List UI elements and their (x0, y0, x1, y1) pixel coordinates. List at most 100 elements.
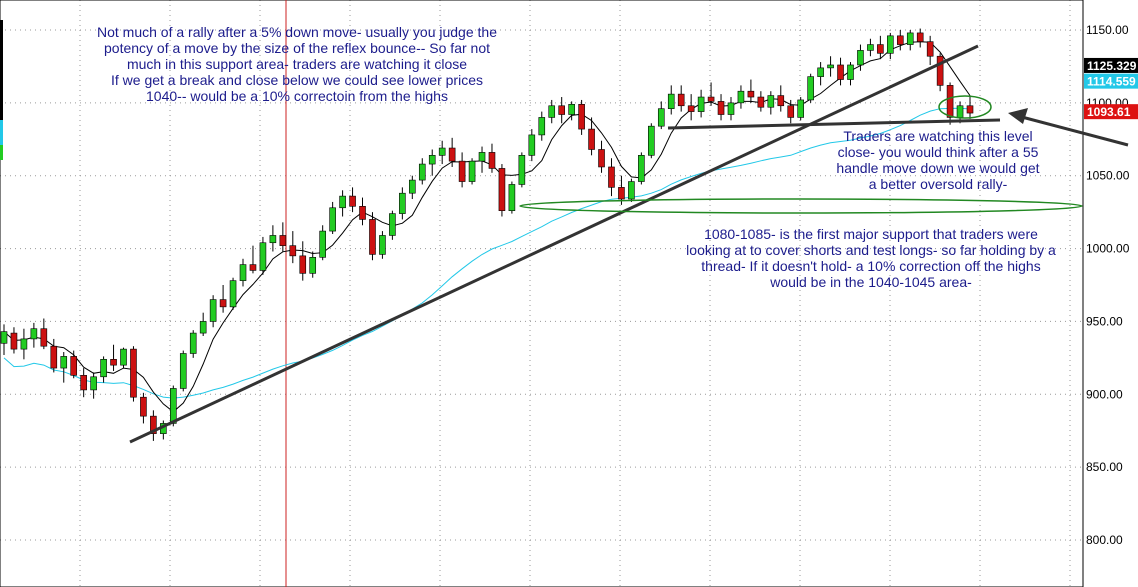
candle-up (269, 235, 277, 244)
support-line (667, 118, 1001, 130)
candle-down (618, 187, 625, 200)
candle-up (807, 76, 814, 101)
candle-up (906, 32, 914, 45)
y-tick-label: 1050.00 (1086, 169, 1130, 183)
candle-up (956, 105, 964, 118)
candle-up (628, 181, 635, 200)
candle-up (259, 242, 267, 271)
candle-up (827, 64, 834, 69)
annotation-line: a better oversold rally- (868, 176, 1008, 192)
y-tick-label: 1150.00 (1086, 23, 1129, 37)
candle-down (877, 44, 884, 54)
candle-up (518, 155, 526, 185)
annotation-line: 1080-1085- is the first major support th… (704, 226, 1038, 242)
annotation-line: Traders are watching this level (843, 128, 1033, 144)
candle-up (887, 35, 894, 54)
moving-average-long (3, 107, 971, 399)
candle-down (369, 219, 376, 255)
candle-down (488, 152, 496, 169)
candle-up (528, 134, 536, 156)
candle-down (578, 104, 585, 130)
candle-down (747, 90, 755, 98)
candle-down (448, 147, 456, 162)
candle-down (787, 105, 795, 118)
candle-up (309, 257, 317, 274)
annotation-line: 1040-- would be a 10% correctoin from th… (146, 88, 448, 104)
y-tick-label: 1000.00 (1086, 242, 1130, 256)
candle-down (299, 255, 307, 274)
candle-down (359, 206, 366, 220)
y-tick-label: 850.00 (1086, 460, 1123, 474)
arrow-head (1008, 108, 1028, 124)
candle-down (130, 348, 137, 398)
candle-down (936, 55, 944, 86)
candle-down (80, 375, 87, 391)
candle-up (189, 332, 197, 354)
candle-up (538, 117, 546, 136)
candle-down (837, 64, 844, 80)
candle-up (319, 230, 326, 258)
annotation-line: close- you would think after a 55 (837, 144, 1039, 160)
candle-up (169, 388, 177, 424)
candle-down (777, 95, 785, 107)
annotation-line: Not much of a rally after a 5% down move… (97, 24, 497, 40)
candle-up (199, 321, 207, 334)
candle-down (498, 168, 506, 211)
uptrend-line (129, 44, 979, 444)
candle-up (229, 280, 237, 308)
annotation-line: potency of a move by the size of the ref… (104, 40, 490, 56)
candle-up (0, 331, 8, 344)
price-tags: 1125.329 1114.559 1093.61 (1084, 57, 1138, 120)
candle-down (926, 41, 934, 57)
candle-up (209, 299, 217, 322)
price-tag: 1125.329 (1084, 57, 1138, 73)
candle-down (687, 105, 695, 112)
candle-down (608, 166, 615, 188)
candle-down (896, 35, 904, 45)
annotation-line: would be in the 1040-1045 area- (770, 274, 972, 290)
candle-down (757, 96, 765, 108)
candle-down (588, 128, 595, 150)
arrow-shaft (1017, 114, 1129, 147)
candle-up (468, 160, 476, 182)
candle-up (727, 102, 735, 115)
y-tick-label: 900.00 (1086, 387, 1123, 401)
candle-down (598, 149, 605, 168)
annotation-top-left: Not much of a rally after a 5% down move… (62, 24, 532, 104)
candle-up (339, 195, 346, 209)
support-zone-ellipse (519, 198, 1083, 214)
candle-down (50, 345, 58, 369)
candle-up (767, 95, 775, 108)
candle-up (508, 184, 516, 211)
candle-down (10, 332, 18, 350)
price-tag-bg (1084, 104, 1138, 120)
price-tag-label: 1114.559 (1087, 75, 1136, 89)
annotation-line: If we get a break and close below we cou… (111, 72, 483, 88)
candle-up (568, 104, 575, 115)
candle-down (946, 85, 954, 118)
candle-up (548, 105, 556, 118)
candle-up (438, 147, 446, 156)
candle-down (279, 235, 287, 246)
candle-up (389, 213, 396, 236)
candle-up (667, 93, 675, 109)
candle-down (966, 105, 974, 114)
candle-up (418, 163, 426, 181)
annotation-right-upper: Traders are watching this level close- y… (820, 128, 1056, 192)
candle-up (638, 155, 645, 182)
candle-up (737, 90, 745, 104)
candle-up (120, 348, 127, 366)
price-tag-bg (1084, 73, 1138, 89)
candle-up (60, 356, 68, 369)
annotation-line: thread- If it doesn't hold- a 10% correc… (701, 258, 1041, 274)
candle-up (100, 359, 107, 378)
candle-down (249, 264, 257, 271)
candlesticks (0, 28, 974, 441)
candle-down (458, 160, 466, 182)
drawn-annotations (129, 44, 1129, 444)
annotation-line: handle move down we would get (836, 160, 1040, 176)
candle-up (648, 125, 655, 156)
price-tag-label: 1093.61 (1087, 105, 1131, 119)
